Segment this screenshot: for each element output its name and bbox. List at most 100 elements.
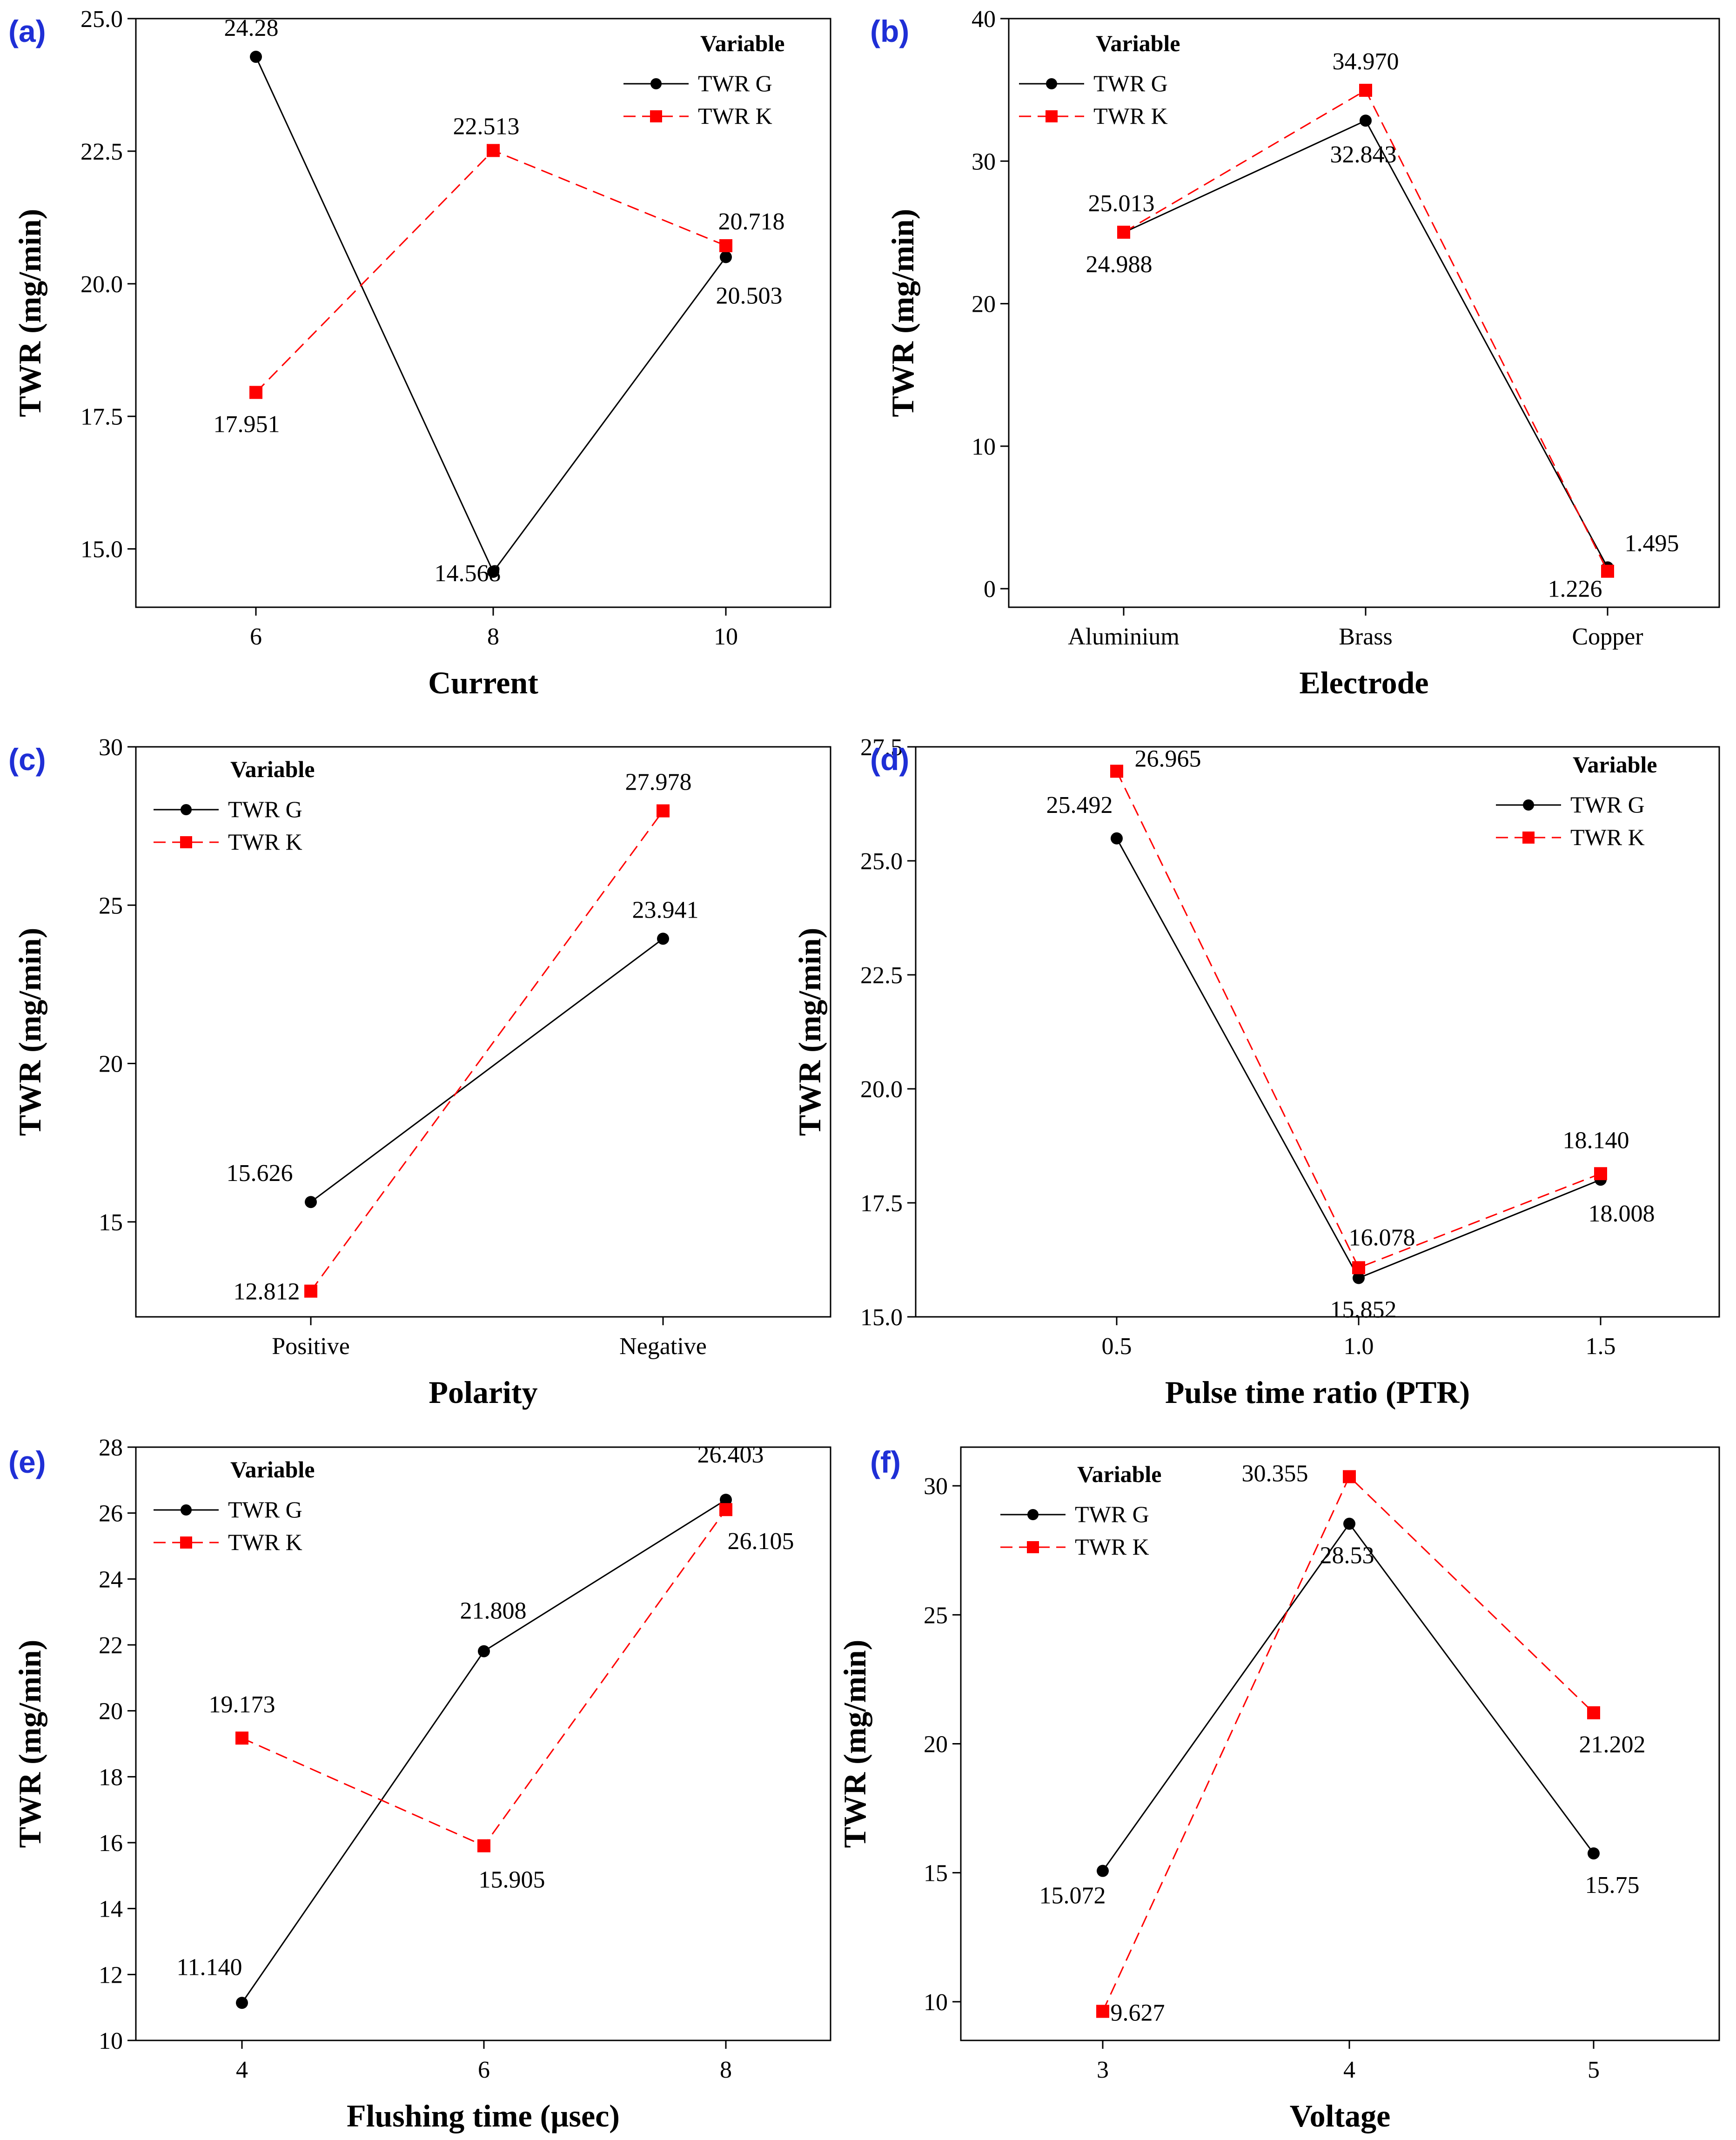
chart-panel-a: 15.0 17.5 20.0 22.5 25.0 6 8 10 Current TWR (mg/m…: [8, 6, 831, 700]
y-tick-label: 17.5: [860, 1190, 903, 1217]
data-label-twr-g: 20.503: [716, 282, 783, 309]
legend-label-twr-k: TWR K: [1570, 824, 1645, 850]
data-label-twr-g: 28.53: [1320, 1543, 1374, 1569]
series-line-twr-g: [1116, 838, 1601, 1279]
x-tick-label: Copper: [1572, 624, 1643, 650]
y-tick-label: 20: [972, 291, 996, 318]
chart-panel-f: 10 15 20 25 30 3 4 5 Voltage TWR (mg/min) (f) 15.07…: [837, 1445, 1720, 2133]
y-tick-label: 30: [99, 734, 123, 761]
data-label-twr-k: 19.173: [209, 1691, 275, 1718]
data-label-twr-k: 16.078: [1349, 1224, 1415, 1251]
x-tick-label: 4: [236, 2057, 248, 2083]
data-label-twr-g: 25.492: [1046, 792, 1113, 818]
data-label-twr-g: 21.808: [460, 1598, 527, 1624]
x-axis-title: Pulse time ratio (PTR): [1165, 1375, 1470, 1410]
y-tick-label: 22.5: [80, 139, 123, 165]
legend-marker-twr-g: [181, 1504, 192, 1516]
data-point-twr-g: [657, 932, 669, 945]
legend-marker-twr-g: [650, 78, 662, 89]
plot-frame: [1008, 18, 1720, 608]
data-label-twr-g: 24.988: [1086, 251, 1153, 278]
x-axis-title: Electrode: [1299, 665, 1428, 700]
y-tick-label: 16: [99, 1830, 123, 1857]
y-tick-label: 24: [99, 1566, 123, 1593]
data-point-twr-k: [1117, 226, 1130, 239]
x-tick-label: 10: [714, 624, 738, 650]
legend-title: Variable: [1096, 30, 1180, 56]
legend-label-twr-g: TWR G: [1570, 792, 1645, 818]
data-point-twr-k: [1359, 84, 1372, 97]
data-point-twr-k: [304, 1284, 317, 1298]
data-label-twr-g: 32.843: [1330, 141, 1397, 168]
y-tick-label: 18: [99, 1764, 123, 1791]
y-tick-label: 22: [99, 1632, 123, 1659]
data-point-twr-k: [249, 386, 262, 399]
y-tick-label: 15: [99, 1209, 123, 1236]
x-tick-label: 1.0: [1344, 1333, 1374, 1360]
legend: Variable TWR G TWR K: [1019, 30, 1180, 129]
legend-label-twr-g: TWR G: [228, 1496, 302, 1523]
legend-label-twr-g: TWR G: [1075, 1501, 1149, 1527]
plot-frame: [135, 746, 831, 1318]
legend-title: Variable: [1077, 1461, 1162, 1487]
data-point-twr-k: [1096, 2005, 1109, 2018]
x-axis-title: Voltage: [1290, 2098, 1391, 2133]
data-label-twr-k: 1.226: [1548, 576, 1602, 603]
legend-marker-twr-k: [1046, 110, 1058, 122]
legend-marker-twr-k: [180, 836, 192, 848]
data-label-twr-g: 14.568: [435, 560, 501, 587]
data-label-twr-k: 27.978: [625, 769, 692, 796]
y-axis-title: TWR (mg/min): [885, 209, 920, 417]
panel-label: (d): [870, 742, 909, 777]
data-label-twr-k: 21.202: [1579, 1731, 1646, 1758]
legend-title: Variable: [1573, 751, 1657, 778]
data-point-twr-g: [1111, 832, 1123, 845]
data-point-twr-k: [477, 1839, 490, 1852]
data-point-twr-k: [1594, 1167, 1607, 1181]
chart-panel-e: 10 12 14 16 18 20 22 24 26 28 4 6 8 Flushing time (µs…: [8, 1435, 831, 2133]
data-point-twr-k: [1601, 564, 1614, 578]
data-point-twr-k: [1587, 1706, 1600, 1719]
y-tick-label: 26: [99, 1501, 123, 1527]
data-point-twr-g: [305, 1196, 317, 1208]
legend: Variable TWR G TWR K: [1000, 1461, 1162, 1560]
data-label-twr-k: 17.951: [214, 411, 280, 437]
y-tick-label: 20: [924, 1731, 948, 1758]
data-label-twr-g: 15.852: [1330, 1297, 1397, 1323]
x-axis-title: Flushing time (µsec): [347, 2098, 620, 2133]
y-tick-label: 25: [99, 892, 123, 919]
legend-marker-twr-k: [180, 1536, 192, 1549]
legend-title: Variable: [700, 30, 785, 56]
data-label-twr-k: 22.513: [453, 113, 520, 140]
y-tick-label: 10: [972, 434, 996, 460]
y-tick-label: 10: [99, 2028, 123, 2054]
y-tick-label: 14: [99, 1896, 123, 1923]
x-tick-label: Aluminium: [1068, 624, 1180, 650]
data-point-twr-g: [720, 1494, 732, 1506]
data-label-twr-k: 25.013: [1088, 190, 1155, 217]
y-tick-label: 15: [924, 1860, 948, 1887]
y-axis-title: TWR (mg/min): [792, 928, 827, 1136]
y-tick-label: 30: [972, 148, 996, 175]
data-label-twr-k: 12.812: [234, 1279, 300, 1305]
y-tick-label: 20.0: [860, 1076, 903, 1103]
legend-title: Variable: [230, 1456, 315, 1483]
legend-marker-twr-g: [1046, 78, 1057, 89]
legend-title: Variable: [230, 756, 315, 782]
data-point-twr-g: [1588, 1847, 1600, 1860]
data-point-twr-k: [1343, 1470, 1356, 1483]
x-tick-label: Brass: [1339, 624, 1393, 650]
y-tick-label: 22.5: [860, 962, 903, 989]
legend-label-twr-g: TWR G: [1093, 70, 1168, 96]
data-point-twr-k: [657, 804, 670, 818]
panel-label: (c): [8, 742, 46, 777]
data-label-twr-g: 11.140: [176, 1954, 242, 1980]
plot-frame: [135, 18, 831, 608]
legend: Variable TWR G TWR K: [1496, 751, 1657, 850]
data-point-twr-k: [719, 1503, 732, 1516]
data-label-twr-k: 18.140: [1563, 1127, 1629, 1154]
legend-label-twr-k: TWR K: [1093, 103, 1168, 129]
legend-marker-twr-k: [650, 110, 662, 122]
x-tick-label: 3: [1097, 2057, 1109, 2083]
legend-label-twr-k: TWR K: [228, 829, 302, 855]
